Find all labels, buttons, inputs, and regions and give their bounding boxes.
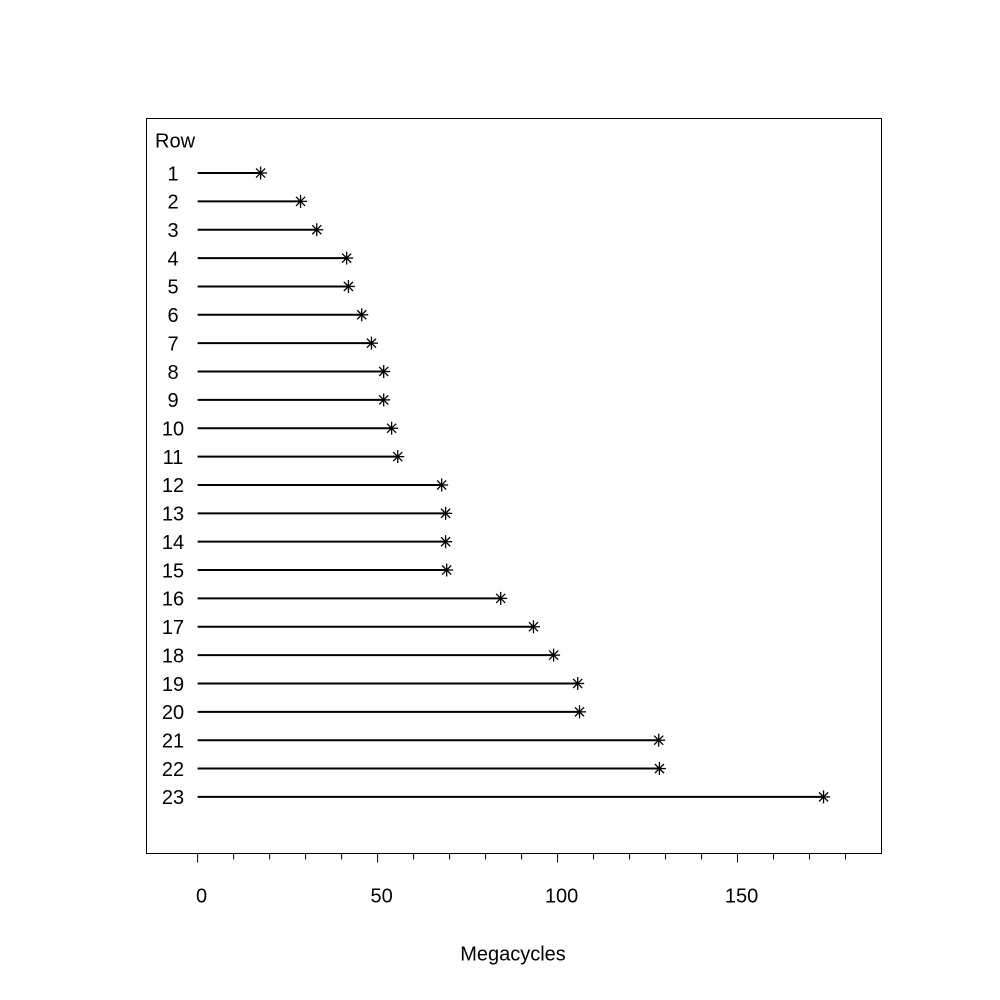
y-tick-label: 1 [167,163,178,185]
marker [571,676,585,690]
marker-stroke [378,366,389,377]
marker-stroke [392,451,403,462]
x-tick-label: 0 [196,885,207,907]
marker-stroke [528,621,539,632]
y-tick-label: 7 [167,333,178,355]
marker [385,421,399,435]
marker [652,762,666,776]
marker-stroke [654,763,665,774]
y-tick-label: 22 [162,759,184,781]
marker-stroke [574,706,585,717]
marker [440,563,454,577]
marker-stroke [440,536,451,547]
marker [355,308,369,322]
marker [652,733,666,747]
y-tick-label: 12 [162,475,184,497]
marker [294,194,308,208]
y-tick-label: 18 [162,645,184,667]
y-tick-label: 23 [162,787,184,809]
marker-stroke [386,423,397,434]
marker-stroke [436,479,447,490]
marker [377,365,391,379]
marker-stroke [378,394,389,405]
marker-stroke [572,678,583,689]
marker-stroke [311,224,322,235]
y-tick-label: 14 [162,532,184,554]
y-tick-label: 2 [167,192,178,214]
marker [494,591,508,605]
marker-stroke [818,791,829,802]
x-tick-label: 100 [545,885,578,907]
y-tick-label: 4 [167,248,178,270]
y-tick-label: 6 [167,305,178,327]
y-tick-label: 3 [167,220,178,242]
marker-stroke [295,196,306,207]
marker-stroke [341,253,352,264]
y-tick-label: 8 [167,362,178,384]
marker [526,620,540,634]
y-tick-label: 13 [162,504,184,526]
marker [547,648,561,662]
y-tick-label: 17 [162,617,184,639]
marker [439,506,453,520]
x-tick-label: 50 [370,885,392,907]
y-axis-header: Row [155,130,196,152]
marker-stroke [495,593,506,604]
marker-stroke [653,735,664,746]
plot-frame [146,118,882,854]
marker [435,478,449,492]
marker [254,166,268,180]
y-tick-label: 10 [162,419,184,441]
marker [391,450,405,464]
y-tick-label: 16 [162,589,184,611]
marker [364,336,378,350]
marker-stroke [441,565,452,576]
marker [377,393,391,407]
y-tick-label: 20 [162,702,184,724]
y-tick-label: 15 [162,560,184,582]
marker-stroke [440,508,451,519]
y-tick-label: 19 [162,674,184,696]
marker [310,223,324,237]
marker-stroke [548,650,559,661]
y-tick-label: 21 [162,730,184,752]
marker [573,705,587,719]
x-axis-title: Megacycles [460,943,566,965]
marker [439,535,453,549]
y-tick-label: 9 [167,390,178,412]
y-tick-label: 11 [163,447,184,469]
marker-stroke [366,338,377,349]
marker-stroke [343,281,354,292]
marker [341,279,355,293]
marker-stroke [255,167,266,179]
y-tick-label: 5 [167,277,178,299]
x-tick-label: 150 [725,885,758,907]
marker [817,790,831,804]
marker-stroke [356,309,367,320]
marker [340,251,354,265]
